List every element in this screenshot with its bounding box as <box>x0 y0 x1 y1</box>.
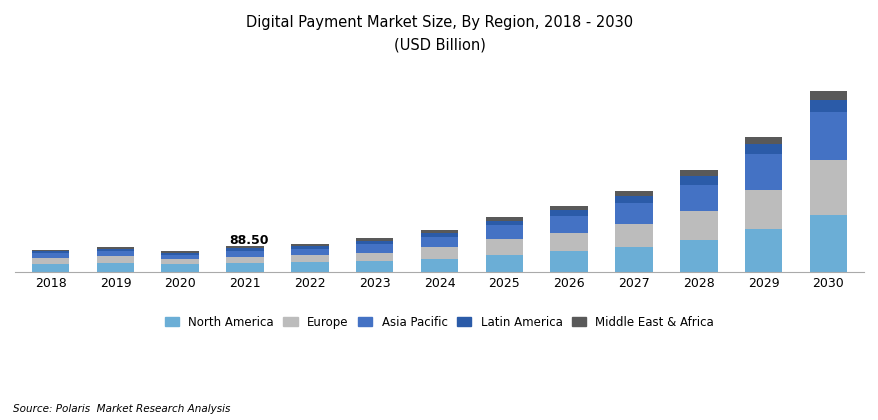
Bar <box>356 241 393 244</box>
Bar <box>680 185 716 211</box>
Bar <box>680 176 716 185</box>
Bar <box>485 239 522 255</box>
Bar <box>291 262 328 272</box>
Bar <box>32 253 69 258</box>
Bar <box>615 247 652 272</box>
Bar <box>809 92 846 100</box>
Bar <box>32 250 69 251</box>
Bar <box>809 112 846 160</box>
Bar <box>356 261 393 272</box>
Bar <box>97 251 134 256</box>
Bar <box>550 216 587 233</box>
Bar <box>421 233 457 237</box>
Bar <box>744 154 781 190</box>
Bar <box>680 211 716 240</box>
Bar <box>421 230 457 233</box>
Bar <box>97 249 134 251</box>
Bar <box>162 253 198 255</box>
Bar <box>291 249 328 255</box>
Bar <box>421 247 457 259</box>
Bar <box>615 203 652 224</box>
Bar <box>485 255 522 272</box>
Bar <box>421 237 457 247</box>
Bar <box>615 192 652 196</box>
Bar <box>550 233 587 251</box>
Text: Source: Polaris  Market Research Analysis: Source: Polaris Market Research Analysis <box>13 404 230 414</box>
Bar <box>162 265 198 272</box>
Bar <box>226 251 263 257</box>
Bar <box>421 259 457 272</box>
Bar <box>97 263 134 272</box>
Bar <box>32 264 69 272</box>
Bar <box>162 259 198 265</box>
Bar <box>615 224 652 247</box>
Bar <box>680 171 716 176</box>
Bar <box>226 248 263 251</box>
Bar <box>32 258 69 264</box>
Bar <box>550 251 587 272</box>
Bar <box>162 251 198 253</box>
Bar <box>162 255 198 259</box>
Bar <box>744 228 781 272</box>
Bar <box>550 210 587 216</box>
Bar <box>226 263 263 272</box>
Bar <box>809 215 846 272</box>
Bar <box>680 240 716 272</box>
Bar <box>32 251 69 253</box>
Bar <box>97 247 134 249</box>
Legend: North America, Europe, Asia Pacific, Latin America, Middle East & Africa: North America, Europe, Asia Pacific, Lat… <box>164 315 714 328</box>
Bar <box>485 220 522 226</box>
Bar <box>226 246 263 248</box>
Bar <box>226 257 263 263</box>
Bar <box>291 255 328 262</box>
Bar <box>809 100 846 112</box>
Bar <box>550 206 587 210</box>
Bar <box>809 160 846 215</box>
Bar <box>485 217 522 221</box>
Bar <box>356 239 393 241</box>
Bar <box>485 226 522 239</box>
Bar <box>356 244 393 253</box>
Bar <box>615 196 652 203</box>
Bar <box>291 244 328 246</box>
Bar <box>291 246 328 249</box>
Text: 88.50: 88.50 <box>228 234 268 247</box>
Bar <box>356 253 393 261</box>
Bar <box>744 137 781 144</box>
Bar <box>744 144 781 154</box>
Bar <box>744 190 781 228</box>
Bar <box>97 256 134 263</box>
Title: Digital Payment Market Size, By Region, 2018 - 2030
(USD Billion): Digital Payment Market Size, By Region, … <box>246 15 632 52</box>
